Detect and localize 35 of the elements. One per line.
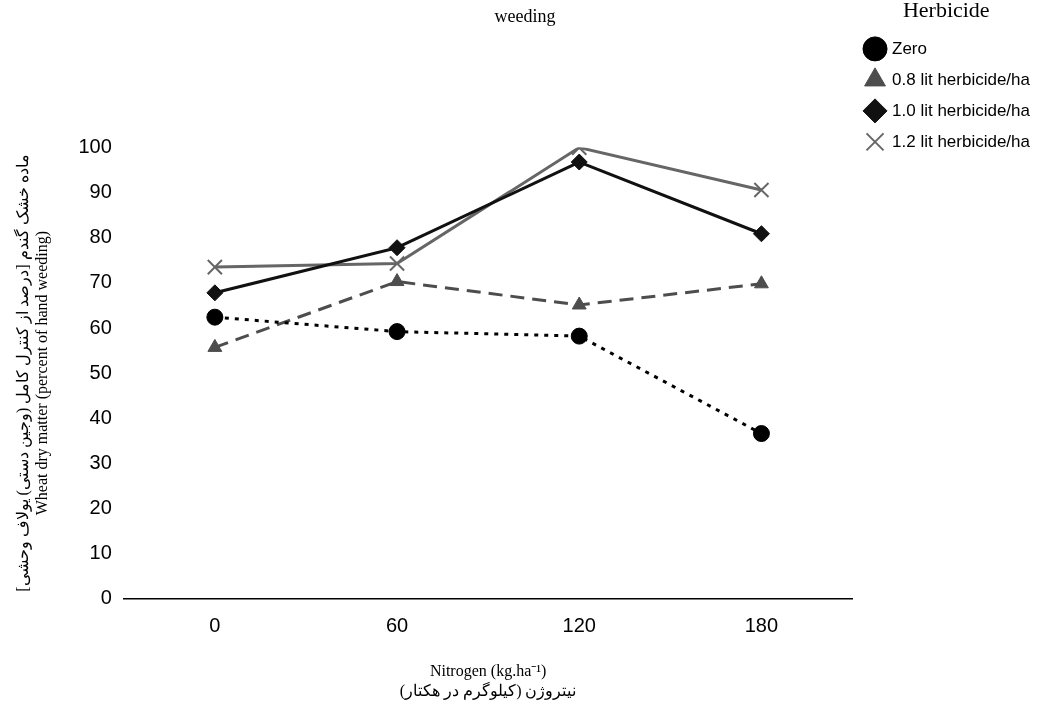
- point: [389, 273, 405, 287]
- y-tick-label: 20: [89, 495, 112, 518]
- point: [754, 275, 769, 289]
- x-tick-label: 60: [385, 614, 409, 637]
- point: [571, 296, 587, 310]
- y-tick-label: 80: [89, 225, 112, 248]
- x-tick-label: 0: [209, 614, 221, 637]
- legend-label: 1.0 lit herbicide/ha: [892, 100, 1031, 120]
- legend-label: Zero: [892, 38, 927, 58]
- point: [752, 225, 770, 243]
- y-tick-label: 40: [89, 405, 112, 428]
- point: [753, 181, 770, 199]
- point: [388, 239, 406, 257]
- y-tick-label: 60: [89, 315, 112, 338]
- point: [388, 323, 406, 341]
- x-tick-label: 180: [744, 614, 779, 637]
- y-tick-label: 0: [100, 586, 112, 609]
- legend-title: Herbicide: [902, 0, 990, 22]
- y-tick-label: 90: [89, 180, 112, 203]
- legend-label: 1.2 lit herbicide/ha: [892, 131, 1031, 151]
- point: [570, 327, 588, 345]
- y-tick-label: 30: [89, 450, 112, 473]
- legend-label: 0.8 lit herbicide/ha: [892, 69, 1031, 89]
- chart-title: weeding: [494, 5, 556, 26]
- point: [570, 153, 588, 171]
- y-tick-label: 50: [89, 360, 112, 383]
- point: [752, 425, 770, 443]
- point: [206, 308, 224, 326]
- point: [206, 284, 224, 302]
- y-tick-label: 70: [89, 270, 112, 293]
- point: [206, 259, 223, 276]
- y-tick-label: 100: [78, 135, 112, 158]
- x-tick-label: 120: [562, 614, 596, 637]
- y-tick-label: 10: [89, 541, 112, 564]
- point: [388, 255, 406, 272]
